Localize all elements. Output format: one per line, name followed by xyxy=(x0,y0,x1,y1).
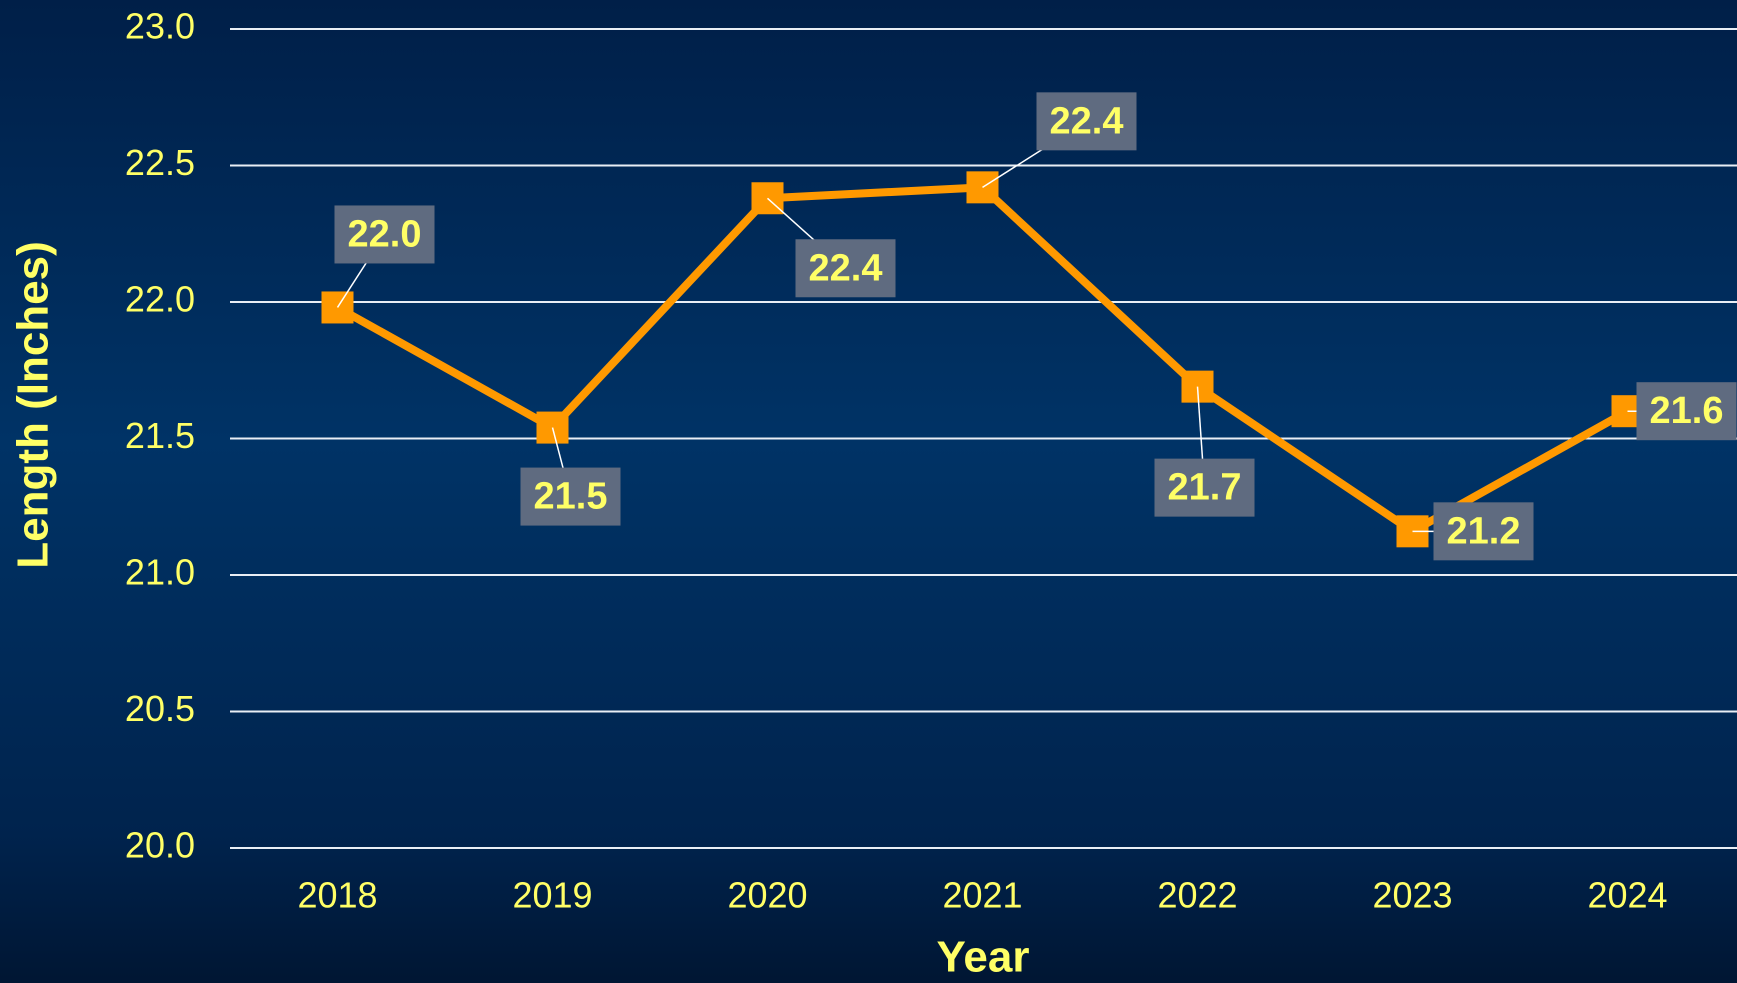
data-label: 21.5 xyxy=(534,476,608,518)
y-tick-label: 21.5 xyxy=(125,415,195,456)
data-label-box xyxy=(1433,502,1534,561)
data-label: 21.2 xyxy=(1447,510,1521,552)
x-tick-label: 2021 xyxy=(942,875,1022,916)
data-label-box xyxy=(795,239,896,298)
x-tick-label: 2019 xyxy=(512,875,592,916)
data-label: 22.4 xyxy=(1050,100,1124,142)
y-tick-label: 20.0 xyxy=(125,825,195,866)
data-label: 21.6 xyxy=(1650,390,1724,432)
x-tick-label: 2024 xyxy=(1587,875,1667,916)
x-tick-label: 2018 xyxy=(297,875,377,916)
data-label: 21.7 xyxy=(1168,467,1242,509)
y-axis-label: Length (Inches) xyxy=(9,241,58,569)
y-tick-label: 22.5 xyxy=(125,142,195,183)
x-tick-label: 2023 xyxy=(1372,875,1452,916)
data-label-box xyxy=(334,205,435,264)
data-label-box xyxy=(520,467,621,526)
y-tick-label: 20.5 xyxy=(125,688,195,729)
y-tick-label: 21.0 xyxy=(125,552,195,593)
x-axis-label: Year xyxy=(937,933,1030,982)
y-tick-label: 23.0 xyxy=(125,6,195,47)
x-tick-label: 2020 xyxy=(727,875,807,916)
data-label: 22.4 xyxy=(809,247,883,289)
data-label-box xyxy=(1636,382,1737,441)
data-label-box xyxy=(1154,458,1255,517)
x-tick-label: 2022 xyxy=(1157,875,1237,916)
data-label-box xyxy=(1036,92,1137,151)
y-tick-label: 22.0 xyxy=(125,279,195,320)
data-label: 22.0 xyxy=(348,213,422,255)
